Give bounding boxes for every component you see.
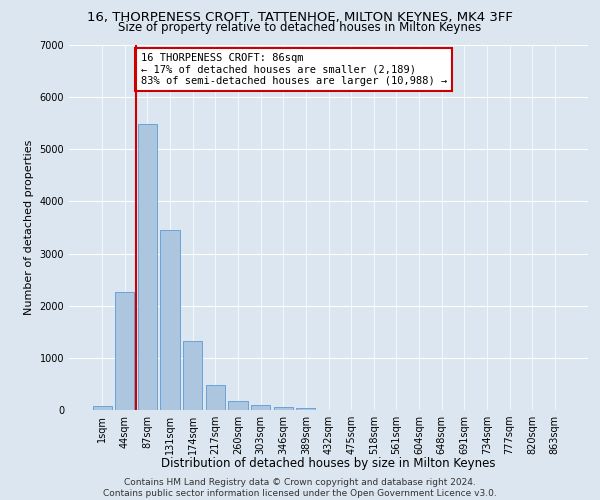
Bar bbox=[296, 408, 316, 410]
Bar bbox=[206, 386, 225, 410]
Bar bbox=[274, 407, 293, 410]
Text: Contains HM Land Registry data © Crown copyright and database right 2024.
Contai: Contains HM Land Registry data © Crown c… bbox=[103, 478, 497, 498]
X-axis label: Distribution of detached houses by size in Milton Keynes: Distribution of detached houses by size … bbox=[161, 457, 496, 470]
Text: Size of property relative to detached houses in Milton Keynes: Size of property relative to detached ho… bbox=[118, 22, 482, 35]
Bar bbox=[229, 402, 248, 410]
Bar bbox=[138, 124, 157, 410]
Bar bbox=[92, 406, 112, 410]
Bar bbox=[115, 292, 134, 410]
Text: 16, THORPENESS CROFT, TATTENHOE, MILTON KEYNES, MK4 3FF: 16, THORPENESS CROFT, TATTENHOE, MILTON … bbox=[87, 11, 513, 24]
Bar bbox=[183, 341, 202, 410]
Bar bbox=[160, 230, 180, 410]
Bar bbox=[251, 405, 270, 410]
Y-axis label: Number of detached properties: Number of detached properties bbox=[24, 140, 34, 315]
Text: 16 THORPENESS CROFT: 86sqm
← 17% of detached houses are smaller (2,189)
83% of s: 16 THORPENESS CROFT: 86sqm ← 17% of deta… bbox=[140, 53, 447, 86]
